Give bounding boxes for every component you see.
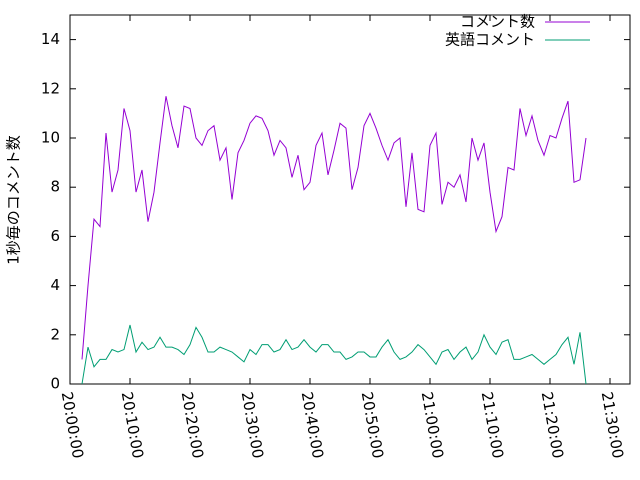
x-tick-label: 20:40:00 bbox=[298, 390, 327, 459]
y-axis-label: 1秒毎のコメント数 bbox=[5, 135, 23, 265]
x-tick-label: 20:10:00 bbox=[118, 390, 147, 459]
plot-border bbox=[69, 14, 631, 385]
x-tick-label: 20:00:00 bbox=[58, 390, 87, 459]
series-line bbox=[81, 96, 587, 360]
x-tick-label: 21:30:00 bbox=[598, 390, 627, 459]
y-tick-label: 10 bbox=[41, 129, 60, 147]
x-tick-label: 21:10:00 bbox=[478, 390, 507, 459]
y-tick-label: 2 bbox=[50, 325, 60, 343]
x-tick-label: 21:00:00 bbox=[418, 390, 447, 459]
y-tick-label: 14 bbox=[41, 30, 60, 48]
legend-label: 英語コメント bbox=[445, 31, 535, 49]
x-tick-label: 20:50:00 bbox=[358, 390, 387, 459]
x-tick-label: 20:30:00 bbox=[238, 390, 267, 459]
series-line bbox=[81, 324, 587, 385]
x-tick-label: 20:20:00 bbox=[178, 390, 207, 459]
y-tick-label: 12 bbox=[41, 79, 60, 97]
y-tick-label: 0 bbox=[50, 375, 60, 393]
x-tick-label: 21:20:00 bbox=[538, 390, 567, 459]
y-tick-label: 6 bbox=[50, 227, 60, 245]
y-tick-label: 4 bbox=[50, 276, 60, 294]
legend-label: コメント数 bbox=[460, 13, 535, 31]
y-tick-label: 8 bbox=[50, 178, 60, 196]
